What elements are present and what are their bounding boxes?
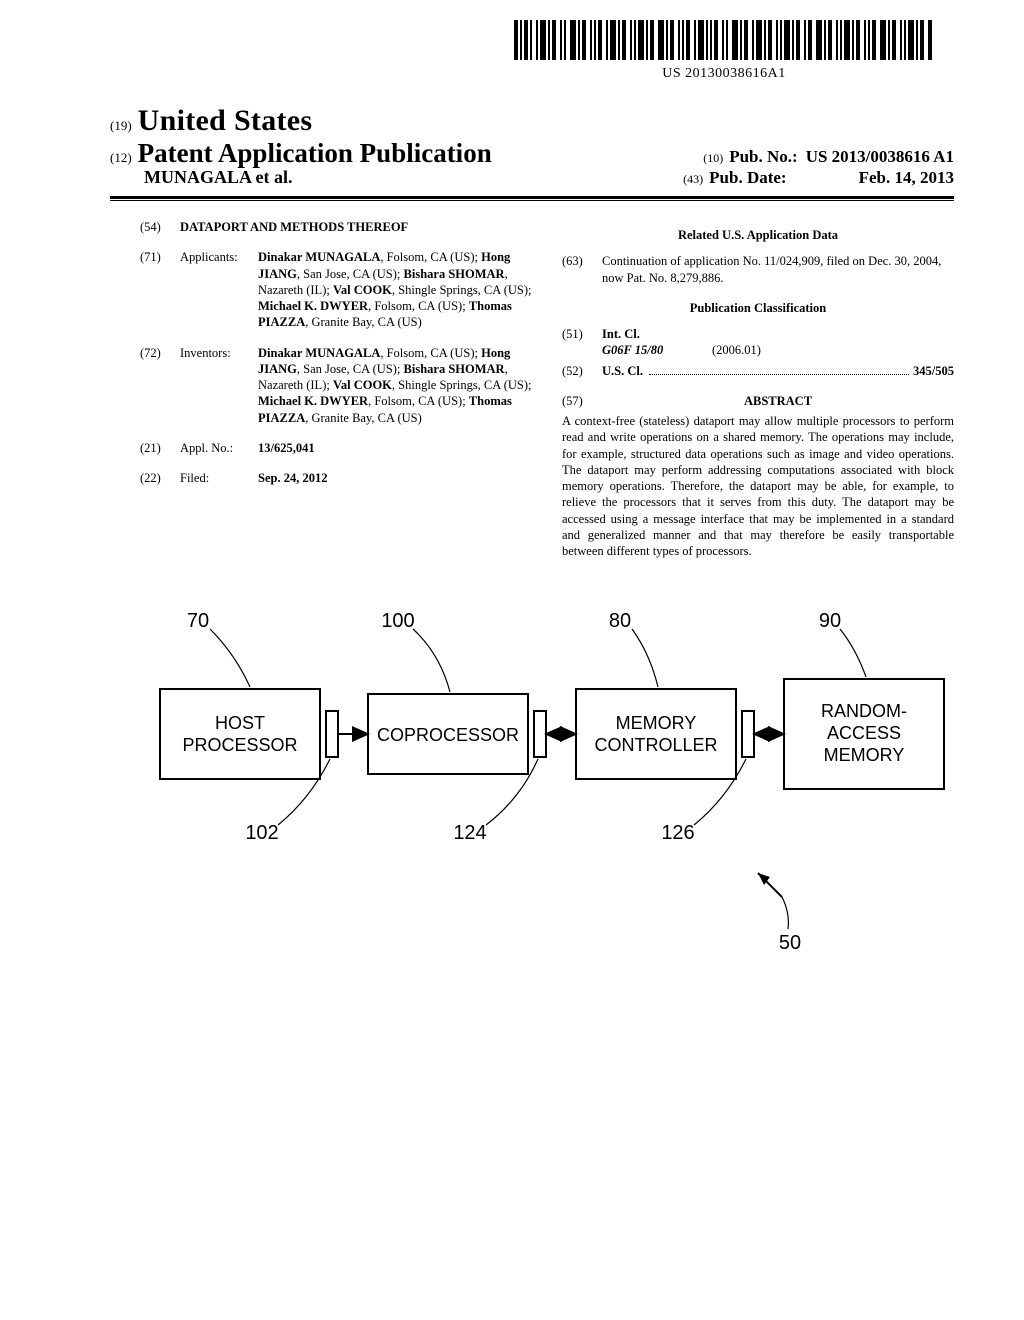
applicants-label: Applicants: — [180, 249, 258, 330]
uscl-label: U.S. Cl. — [602, 363, 643, 379]
label-50: 50 — [779, 932, 801, 954]
host-processor-box: HOST PROCESSOR — [160, 689, 320, 779]
filed-value: Sep. 24, 2012 — [258, 470, 532, 486]
svg-text:PROCESSOR: PROCESSOR — [182, 735, 297, 755]
continuation-text: Continuation of application No. 11/024,9… — [602, 253, 954, 286]
intcl-class: G06F 15/80 — [602, 342, 712, 358]
publication-type: Patent Application Publication — [138, 138, 492, 169]
memory-controller-box: MEMORY CONTROLLER — [576, 689, 736, 779]
abstract-text: A context-free (stateless) dataport may … — [562, 413, 954, 559]
applno-value: 13/625,041 — [258, 440, 532, 456]
inventors-label: Inventors: — [180, 345, 258, 426]
lead-100 — [413, 629, 450, 692]
intcl-edition: (2006.01) — [712, 342, 761, 358]
code-71: (71) — [140, 249, 180, 330]
ram-box: RANDOM- ACCESS MEMORY — [784, 679, 944, 789]
lead-80 — [632, 629, 658, 687]
code-63: (63) — [562, 253, 602, 286]
code-72: (72) — [140, 345, 180, 426]
svg-text:MEMORY: MEMORY — [824, 745, 905, 765]
barcode-icon — [514, 20, 934, 66]
pub-no-label: Pub. No.: — [729, 147, 797, 167]
barcode-text: US 20130038616A1 — [514, 66, 934, 82]
code-22: (22) — [140, 470, 180, 486]
svg-text:RANDOM-: RANDOM- — [821, 701, 907, 721]
code-19: (19) — [110, 118, 132, 134]
bus-124-icon — [534, 711, 546, 757]
label-126: 126 — [661, 822, 694, 844]
right-column: Related U.S. Application Data (63) Conti… — [562, 219, 954, 559]
pub-no-value: US 2013/0038616 A1 — [806, 147, 954, 167]
pub-date-value: Feb. 14, 2013 — [859, 168, 954, 188]
label-102: 102 — [245, 822, 278, 844]
divider-heavy — [110, 196, 954, 199]
classification-heading: Publication Classification — [562, 300, 954, 316]
applicants-list: Dinakar MUNAGALA, Folsom, CA (US); Hong … — [258, 249, 532, 330]
svg-text:ACCESS: ACCESS — [827, 723, 901, 743]
svg-text:HOST: HOST — [215, 713, 265, 733]
code-12: (12) — [110, 150, 132, 166]
svg-text:CONTROLLER: CONTROLLER — [594, 735, 717, 755]
left-column: (54) DATAPORT AND METHODS THEREOF (71) A… — [140, 219, 532, 559]
uscl-value: 345/505 — [913, 363, 954, 379]
dot-leader — [649, 374, 909, 375]
label-50-group: 50 — [758, 873, 801, 954]
intcl-label: Int. Cl. — [602, 326, 954, 342]
lead-70 — [210, 629, 250, 687]
code-52: (52) — [562, 363, 602, 379]
inventors-list: Dinakar MUNAGALA, Folsom, CA (US); Hong … — [258, 345, 532, 426]
bus-102-icon — [326, 711, 338, 757]
lead-90 — [840, 629, 866, 677]
label-124: 124 — [453, 822, 486, 844]
filed-label: Filed: — [180, 470, 258, 486]
header-authors: MUNAGALA et al. — [110, 167, 292, 188]
related-data-heading: Related U.S. Application Data — [562, 227, 954, 243]
code-51: (51) — [562, 326, 602, 359]
label-90: 90 — [819, 610, 841, 632]
country-name: United States — [138, 104, 313, 138]
applno-label: Appl. No.: — [180, 440, 258, 456]
block-diagram: HOST PROCESSOR COPROCESSOR MEMORY CONTRO… — [150, 599, 924, 969]
label-100: 100 — [381, 610, 414, 632]
code-54: (54) — [140, 219, 180, 235]
divider-light — [110, 200, 954, 201]
abstract-heading: ABSTRACT — [602, 393, 954, 409]
coprocessor-box: COPROCESSOR — [368, 694, 528, 774]
code-43: (43) — [683, 172, 703, 187]
patent-header: (19) United States (12) Patent Applicati… — [40, 104, 984, 188]
label-80: 80 — [609, 610, 631, 632]
label-70: 70 — [187, 610, 209, 632]
code-10: (10) — [703, 151, 723, 166]
patent-title: DATAPORT AND METHODS THEREOF — [180, 219, 532, 235]
svg-text:COPROCESSOR: COPROCESSOR — [377, 725, 519, 745]
bus-126-icon — [742, 711, 754, 757]
code-57: (57) — [562, 393, 602, 409]
barcode-block: US 20130038616A1 — [514, 20, 934, 82]
code-21: (21) — [140, 440, 180, 456]
svg-text:MEMORY: MEMORY — [616, 713, 697, 733]
pub-date-label: Pub. Date: — [709, 168, 786, 188]
